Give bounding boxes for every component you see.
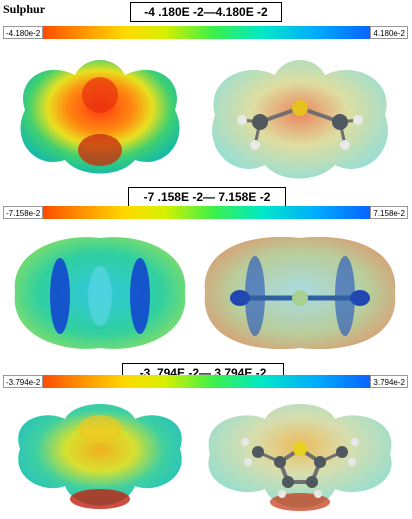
color-gradient xyxy=(3,26,408,39)
range-label-1: -4 .180E -2—4.180E -2 xyxy=(130,2,282,22)
esp-surface-1 xyxy=(20,60,180,174)
scale-max-label: 7.158e-2 xyxy=(370,206,408,219)
scale-min-label: -3.794e-2 xyxy=(3,375,44,388)
scale-min-label: -7.158e-2 xyxy=(3,206,44,219)
color-scale-bar-1: -4.180e-2 4.180e-2 xyxy=(3,26,408,39)
esp-surface-2 xyxy=(14,237,186,349)
esp-transparent-surface-2 xyxy=(204,236,396,350)
color-scale-bar-2: -7.158e-2 7.158e-2 xyxy=(3,206,408,219)
esp-surface-3 xyxy=(18,404,182,509)
range-label-2: -7 .158E -2— 7.158E -2 xyxy=(128,187,286,207)
color-gradient xyxy=(3,375,408,388)
scale-max-label: 4.180e-2 xyxy=(370,26,408,39)
esp-transparent-surface-1 xyxy=(212,60,388,179)
esp-transparent-surface-3 xyxy=(208,404,392,511)
color-scale-bar-3: -3.794e-2 3.794e-2 xyxy=(3,375,408,388)
scale-min-label: -4.180e-2 xyxy=(3,26,44,39)
scale-max-label: 3.794e-2 xyxy=(370,375,408,388)
figure-title: Sulphur xyxy=(3,2,46,16)
color-gradient xyxy=(3,206,408,219)
